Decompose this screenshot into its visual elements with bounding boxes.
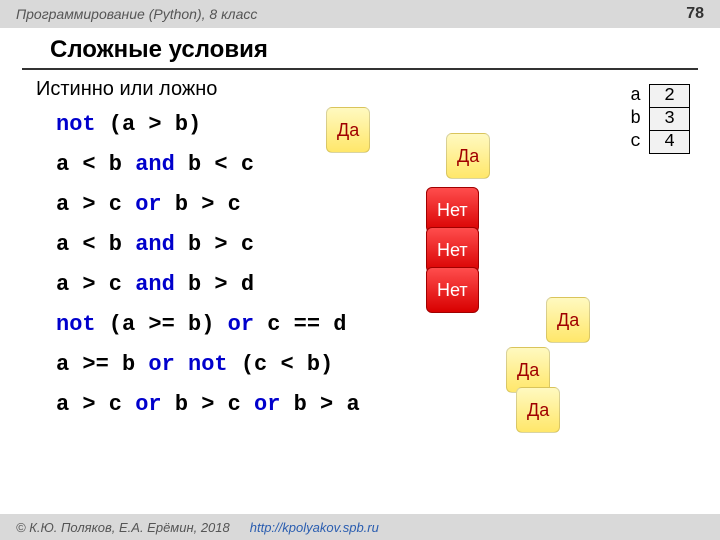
expression-line: a > c and b > dНет (56, 265, 684, 305)
answer-yes-badge: Да (446, 133, 490, 179)
code-text: b < c (175, 152, 254, 177)
keyword: and (135, 232, 175, 257)
slide-subtitle: Истинно или ложно (0, 70, 720, 105)
keyword: not (56, 312, 96, 337)
code-text: b > c (175, 232, 254, 257)
slide-title: Сложные условия (22, 28, 698, 70)
footer-url: http://kpolyakov.spb.ru (250, 520, 379, 535)
copyright-text: © К.Ю. Поляков, Е.А. Ерёмин, 2018 (16, 520, 230, 535)
code-text: a > c (56, 272, 135, 297)
code-text: b > c (162, 392, 254, 417)
slide-header: Программирование (Python), 8 класс 78 (0, 0, 720, 28)
answer-yes-badge: Да (546, 297, 590, 343)
code-text: a >= b (56, 352, 148, 377)
code-text: (a >= b) (96, 312, 228, 337)
code-text: b > c (162, 192, 241, 217)
code-text: a < b (56, 152, 135, 177)
expression-line: a > c or b > c or b > aДа (56, 385, 684, 425)
keyword: not (188, 352, 228, 377)
code-text: (c < b) (228, 352, 334, 377)
code-text: b > d (175, 272, 254, 297)
code-text: a > c (56, 392, 135, 417)
expression-line: a < b and b < cДа (56, 145, 684, 185)
expression-line: a >= b or not (c < b)Да (56, 345, 684, 385)
keyword: or (135, 192, 161, 217)
code-text (175, 352, 188, 377)
keyword: not (56, 112, 96, 137)
page-number: 78 (686, 5, 704, 23)
expression-line: a > c or b > cНет (56, 185, 684, 225)
expressions-list: not (a > b)Даa < b and b < cДаa > c or b… (0, 105, 720, 425)
answer-yes-badge: Да (516, 387, 560, 433)
code-text: b > a (280, 392, 359, 417)
code-text: (a > b) (96, 112, 202, 137)
expression-line: a < b and b > cНет (56, 225, 684, 265)
keyword: or (148, 352, 174, 377)
keyword: or (228, 312, 254, 337)
expression-line: not (a > b)Да (56, 105, 684, 145)
course-label: Программирование (Python), 8 класс (16, 6, 257, 22)
keyword: or (135, 392, 161, 417)
keyword: and (135, 272, 175, 297)
keyword: or (254, 392, 280, 417)
keyword: and (135, 152, 175, 177)
expression-line: not (a >= b) or c == dДа (56, 305, 684, 345)
code-text: c == d (254, 312, 346, 337)
code-text: a > c (56, 192, 135, 217)
code-text: a < b (56, 232, 135, 257)
slide-footer: © К.Ю. Поляков, Е.А. Ерёмин, 2018 http:/… (0, 514, 720, 540)
